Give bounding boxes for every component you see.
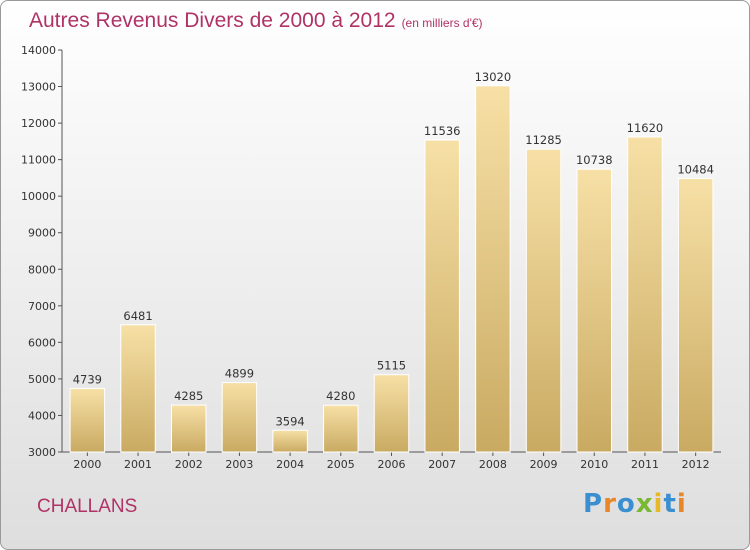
x-tick-label: 2009 bbox=[530, 458, 558, 471]
logo-letter: x bbox=[635, 489, 654, 519]
data-label: 4899 bbox=[225, 367, 254, 381]
data-label: 4280 bbox=[326, 389, 355, 403]
data-label: 10738 bbox=[576, 153, 613, 167]
bar-2007 bbox=[424, 139, 460, 453]
data-label: 5115 bbox=[377, 359, 406, 373]
y-tick-label: 13000 bbox=[21, 81, 56, 94]
logo-letter: o bbox=[616, 489, 636, 519]
bar-2003 bbox=[221, 382, 258, 453]
logo-letter: t bbox=[663, 489, 677, 519]
x-tick-label: 2011 bbox=[631, 458, 659, 471]
bars bbox=[69, 85, 714, 453]
proxiti-logo: Proxiti bbox=[583, 489, 687, 519]
x-tick-label: 2010 bbox=[580, 458, 608, 471]
data-label: 4285 bbox=[174, 389, 203, 403]
logo-letter: i bbox=[676, 489, 687, 519]
x-tick-label: 2000 bbox=[73, 458, 101, 471]
bar-2001 bbox=[120, 324, 156, 453]
data-labels: 4739 6481 4285 4899 3594 4280 5115 11536 13020 11… bbox=[73, 70, 714, 428]
x-tick-label: 2008 bbox=[479, 458, 507, 471]
x-tick-label: 2007 bbox=[428, 458, 456, 471]
x-axis: 2000 2001 2002 2003 2004 2005 2006 2007 2008 2009… bbox=[62, 451, 721, 471]
y-axis: 3000 4000 5000 6000 7000 8000 9000 10000 11000 12… bbox=[21, 44, 63, 459]
data-label: 11620 bbox=[627, 121, 664, 135]
y-tick-label: 8000 bbox=[28, 263, 56, 276]
city-name: CHALLANS bbox=[37, 496, 138, 517]
y-tick-label: 12000 bbox=[21, 117, 56, 130]
y-tick-label: 14000 bbox=[21, 44, 56, 57]
bar-2000 bbox=[69, 387, 106, 453]
bar-2004 bbox=[272, 429, 308, 453]
bar-2012 bbox=[677, 177, 714, 453]
bar-2008 bbox=[475, 85, 511, 453]
y-tick-label: 6000 bbox=[28, 336, 56, 349]
logo-letter: P bbox=[583, 489, 604, 519]
data-label: 10484 bbox=[677, 162, 714, 176]
x-tick-label: 2012 bbox=[682, 458, 710, 471]
data-label: 11285 bbox=[525, 133, 562, 147]
y-tick-label: 10000 bbox=[21, 190, 56, 203]
x-tick-label: 2006 bbox=[378, 458, 406, 471]
data-label: 4739 bbox=[73, 372, 102, 386]
data-label: 13020 bbox=[475, 70, 512, 84]
x-tick-label: 2001 bbox=[124, 458, 152, 471]
x-tick-label: 2002 bbox=[175, 458, 203, 471]
x-tick-label: 2004 bbox=[276, 458, 304, 471]
chart-title: Autres Revenus Divers de 2000 à 2012 (en … bbox=[29, 9, 483, 33]
y-tick-label: 11000 bbox=[21, 154, 56, 167]
y-tick-label: 4000 bbox=[28, 409, 56, 422]
bar-2002 bbox=[170, 404, 207, 453]
data-label: 3594 bbox=[275, 414, 304, 428]
bar-2010 bbox=[576, 168, 613, 453]
logo-letter: i bbox=[653, 489, 664, 519]
y-tick-label: 3000 bbox=[28, 446, 56, 459]
y-tick-label: 5000 bbox=[28, 373, 56, 386]
bar-2005 bbox=[323, 404, 359, 453]
data-label: 6481 bbox=[123, 309, 152, 323]
bar-2009 bbox=[525, 148, 562, 453]
chart-subtitle: (en milliers d'€) bbox=[401, 16, 483, 30]
logo-letter: r bbox=[603, 489, 617, 519]
y-tick-label: 9000 bbox=[28, 227, 56, 240]
x-tick-label: 2003 bbox=[225, 458, 253, 471]
bar-2011 bbox=[627, 136, 663, 453]
chart-title-text: Autres Revenus Divers de 2000 à 2012 bbox=[29, 9, 396, 32]
x-tick-label: 2005 bbox=[327, 458, 355, 471]
bar-2006 bbox=[373, 374, 410, 453]
y-tick-label: 7000 bbox=[28, 300, 56, 313]
data-label: 11536 bbox=[424, 124, 461, 138]
